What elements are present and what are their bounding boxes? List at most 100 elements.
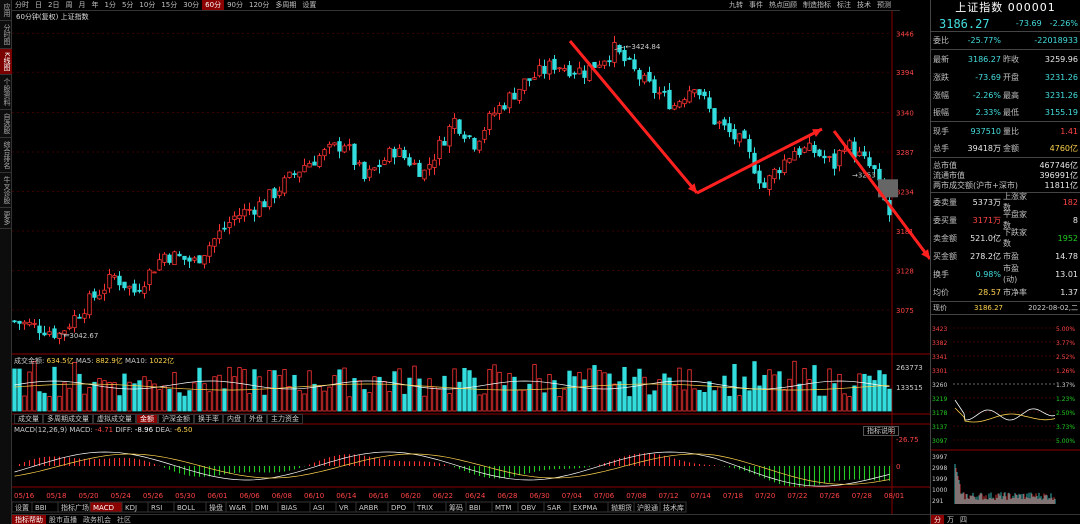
left-strip-item[interactable]: 分时图 — [0, 21, 12, 49]
period-tab[interactable]: 2日 — [48, 1, 60, 9]
volume-bar — [507, 373, 512, 412]
period-tab[interactable]: 多周期 — [275, 1, 297, 9]
mini-tab[interactable]: 四 — [960, 516, 967, 524]
indicator-tab[interactable]: 多周期成交量 — [43, 414, 93, 424]
bottom-left-tab[interactable]: 指标帮助 — [12, 515, 46, 524]
volume-bar — [472, 377, 477, 412]
indicator-tab[interactable]: 虚拟成交量 — [93, 414, 136, 424]
indicator-tab[interactable]: 金额 — [136, 414, 158, 424]
volume-bar — [182, 395, 187, 412]
volume-bar — [407, 377, 412, 412]
indicator-tab[interactable]: 换手率 — [194, 414, 223, 424]
candle-body — [222, 227, 227, 230]
bottom-left-tab[interactable]: 股市直播 — [49, 516, 77, 524]
candle-body — [137, 289, 142, 292]
intraday-mini-chart[interactable]: 3423 5.00% 3382 3.77% 3341 2.52% 3301 1.26% 3260… — [931, 324, 1080, 514]
bottom-left-tab[interactable]: 政务机会 — [83, 516, 111, 524]
indicator-tab[interactable]: 内盘 — [223, 414, 245, 424]
period-tab[interactable]: 15分 — [161, 1, 178, 9]
indicator-tab[interactable]: 外盘 — [245, 414, 267, 424]
period-tab[interactable]: 周 — [65, 1, 73, 9]
mini-tab[interactable]: 万 — [947, 516, 954, 524]
period-tab[interactable]: 日 — [35, 1, 42, 9]
quote-row: 涨跌 -73.69 开盘 3231.26 — [931, 68, 1080, 86]
mini-left-tick: 3341 — [932, 354, 947, 361]
volume-bar — [292, 374, 297, 412]
quote-rows: 委比 -25.77% -22018933 最新 3186.27 昨收 3259.96 涨跌 -7… — [931, 32, 1080, 158]
volume-label-name: 成交金额 — [14, 357, 42, 365]
volume-bar — [727, 395, 732, 412]
mini-tab[interactable]: 分 — [931, 515, 944, 524]
period-tab[interactable]: 设置 — [302, 1, 317, 9]
market-row: 流通市值 396991亿 — [931, 170, 1080, 180]
candle-body — [497, 105, 502, 114]
bottom-left-tab[interactable]: 社区 — [117, 516, 131, 524]
volume-bar — [447, 393, 452, 412]
candle-body — [637, 69, 642, 80]
chart-tool-button[interactable]: 标注 — [837, 1, 851, 9]
period-tab[interactable]: 120分 — [249, 1, 270, 9]
volume-bar — [517, 389, 522, 412]
period-tab[interactable]: 60分 — [202, 0, 225, 10]
candle-body — [787, 158, 792, 163]
period-tab[interactable]: 月 — [78, 1, 86, 9]
date-tick-label: 07/28 — [852, 492, 872, 500]
left-strip-item[interactable]: K线图 — [0, 49, 12, 75]
candle-body — [697, 89, 702, 96]
indicator-tab[interactable]: 成交量 — [14, 414, 43, 424]
volume-bar — [222, 388, 227, 412]
chart-tool-button[interactable]: 技术 — [857, 1, 871, 9]
candle-body — [612, 42, 617, 63]
quote-label: 涨幅 — [933, 90, 949, 100]
quote-value: -73.69 — [975, 72, 1001, 82]
volume-bar — [477, 394, 482, 412]
indicator-button-label: BBI — [35, 504, 47, 512]
left-strip-item[interactable]: 更多 — [0, 208, 12, 229]
time-price: 3186.27 — [974, 304, 1003, 312]
quote-label: 最低 — [1003, 108, 1019, 117]
candle-body — [292, 173, 297, 176]
chart-tool-button[interactable]: 预测 — [877, 1, 891, 9]
period-tab[interactable]: 1分 — [104, 1, 116, 9]
chart-tool-button[interactable]: 事件 — [749, 1, 763, 9]
quote-value: 28.57 — [978, 287, 1001, 297]
candle-body — [232, 215, 237, 220]
left-strip-item[interactable]: 牛叉诊股 — [0, 173, 12, 208]
volume-bar — [37, 391, 42, 412]
volume-bar — [32, 361, 37, 412]
period-tab[interactable]: 分时 — [15, 1, 29, 9]
chart-tool-button[interactable]: 九转 — [729, 1, 743, 9]
left-strip-item[interactable]: 个股资料 — [0, 75, 12, 110]
volume-bar — [617, 381, 622, 412]
left-strip-item[interactable]: 应用 — [0, 0, 12, 21]
indicator-tab[interactable]: 主力资金 — [267, 414, 303, 424]
candle-body — [72, 315, 77, 329]
left-strip-item[interactable]: 综合排名 — [0, 138, 12, 173]
period-tab[interactable]: 30分 — [183, 1, 200, 9]
chart-tool-button[interactable]: 制造指标 — [803, 1, 831, 9]
volume-bar — [272, 370, 277, 412]
volume-bar — [347, 396, 352, 412]
left-strip-item[interactable]: 自选股 — [0, 110, 12, 138]
volume-bar — [357, 380, 362, 412]
candles — [12, 35, 892, 345]
volume-bar — [812, 365, 817, 412]
period-tab[interactable]: 5分 — [121, 1, 134, 9]
candle-body — [657, 92, 662, 95]
volume-bar — [842, 393, 847, 412]
volume-bar — [672, 384, 677, 412]
volume-bar — [57, 395, 62, 412]
chart-title: 60分钟(复权) 上证指数 — [16, 13, 89, 21]
indicator-help-button[interactable]: 指标说明 — [863, 426, 899, 436]
candle-body — [402, 149, 407, 159]
kline-chart[interactable]: 3446 3394 3340 3287 3234 3181 3128 3075 ←3424.84… — [12, 11, 930, 514]
period-tab[interactable]: 90分 — [227, 1, 244, 9]
volume-bar — [207, 391, 212, 412]
indicator-tab[interactable]: 沪深金额 — [158, 414, 194, 424]
quote-value: 937510 — [970, 126, 1001, 136]
market-row: 两市成交额(沪市+深市) 11811亿 — [931, 180, 1080, 190]
volume-tick-label: 133515 — [896, 384, 923, 392]
period-tab[interactable]: 10分 — [139, 1, 156, 9]
chart-tool-button[interactable]: 热点回顾 — [769, 1, 797, 9]
period-tab[interactable]: 年 — [91, 1, 99, 9]
